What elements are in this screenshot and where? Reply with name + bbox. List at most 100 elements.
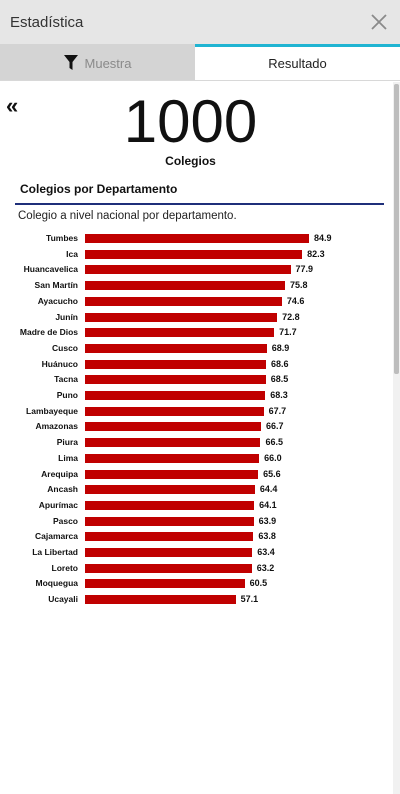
chart-value-label: 64.1: [259, 499, 277, 510]
chart-value-label: 68.5: [270, 374, 289, 385]
panel-header: Estadística: [0, 0, 400, 44]
chart-row: Puno 68.3: [0, 389, 393, 405]
chart-value-label: 71.7: [279, 327, 297, 338]
chart-value-label: 63.9: [258, 515, 277, 526]
chart-category-label: Amazonas: [35, 421, 78, 432]
chart-row: Loreto 63.2: [0, 562, 393, 578]
chart-bar: [85, 312, 278, 322]
total-count: 1000: [123, 88, 258, 155]
tab-resultado-label: Resultado: [268, 56, 327, 71]
chart-bar: [85, 453, 260, 463]
chart-row: Ayacucho 74.6: [0, 295, 393, 311]
chart-bar: [85, 281, 285, 291]
chart-category-label: Ucayali: [48, 594, 78, 605]
chart-bar: [85, 532, 254, 542]
tab-resultado[interactable]: Resultado: [195, 44, 400, 80]
chart-bar: [85, 579, 245, 589]
chart-value-label: 63.2: [256, 562, 275, 573]
total-count-label: Colegios: [165, 154, 216, 168]
tab-muestra[interactable]: Muestra: [0, 44, 195, 80]
close-icon: [371, 14, 387, 30]
result-content: « 1000 Colegios Colegios por Departament…: [0, 82, 393, 794]
chart-category-label: Tumbes: [46, 233, 78, 243]
chart-bar: [85, 548, 253, 557]
chart-category-label: Huancavelica: [23, 264, 78, 275]
chart-category-label: Junín: [55, 311, 78, 322]
chart-bar: [85, 422, 261, 432]
section-divider: [15, 203, 384, 205]
chart-bar: [85, 500, 255, 510]
chart-value-label: 65.6: [263, 468, 281, 479]
chart-category-label: Piura: [56, 437, 78, 448]
chart-row: Junín 72.8: [0, 311, 393, 327]
chart-category-label: Huánuco: [41, 358, 78, 369]
filter-icon: [63, 55, 78, 70]
chart-value-label: 60.5: [249, 578, 268, 589]
chart-value-label: 84.9: [314, 233, 332, 243]
close-button[interactable]: [368, 11, 390, 33]
tab-muestra-label: Muestra: [84, 55, 132, 71]
collapse-button[interactable]: «: [6, 95, 18, 117]
chart-value-label: 68.3: [270, 390, 288, 400]
chart-bar: [85, 296, 282, 306]
chart-value-label: 66.0: [264, 452, 282, 463]
chart-category-label: Pasco: [52, 515, 78, 526]
chart-bar: [85, 563, 252, 573]
chart-bar: [85, 234, 309, 243]
chart-bar: [85, 343, 267, 353]
chart-value-label: 74.6: [286, 295, 305, 306]
chart-bar: [85, 391, 266, 400]
chart-subtitle: Colegio a nivel nacional por departament…: [18, 210, 237, 222]
panel-title: Estadística: [10, 13, 84, 31]
scrollbar[interactable]: [393, 82, 400, 794]
chart-bar: [85, 406, 264, 416]
chart-value-label: 75.8: [289, 280, 308, 291]
chart-row: Cajamarca 63.8: [0, 530, 393, 546]
chart-category-label: La Libertad: [32, 547, 78, 557]
chart-value-label: 77.9: [295, 264, 314, 275]
chart-row: Ica 82.3: [0, 248, 393, 264]
chart-category-label: Madre de Dios: [19, 327, 78, 338]
chart-row: Huancavelica 77.9: [0, 263, 393, 279]
chart-row: Moquegua 60.5: [0, 577, 393, 593]
chart-category-label: Lambayeque: [26, 405, 78, 416]
chart-row: La Libertad 63.4: [0, 546, 393, 562]
chart-row: Amazonas 66.7: [0, 420, 393, 436]
chart-value-label: 66.5: [265, 437, 283, 448]
chart-category-label: Tacna: [54, 374, 78, 385]
chart-value-label: 57.1: [240, 594, 259, 605]
chart-row: Piura 66.5: [0, 436, 393, 452]
chart-row: Huánuco 68.6: [0, 358, 393, 374]
chart-value-label: 72.8: [282, 311, 300, 322]
chart-bar: [85, 375, 266, 385]
chart-category-label: Arequipa: [41, 468, 78, 479]
chart-value-label: 82.3: [307, 248, 325, 259]
chart-value-label: 66.7: [265, 421, 284, 432]
chart-row: Tacna 68.5: [0, 373, 393, 389]
chart-category-label: Ayacucho: [37, 295, 78, 306]
chart-row: Cusco 68.9: [0, 342, 393, 358]
chart-category-label: Puno: [56, 390, 78, 400]
chart-value-label: 64.4: [259, 484, 278, 495]
chart-category-label: Apurímac: [38, 499, 78, 510]
chart-category-label: San Martín: [34, 280, 78, 291]
scrollbar-thumb[interactable]: [394, 84, 399, 374]
department-bar-chart: Tumbes 84.9 Ica 82.3 Huancavelica 77.9 San Mar…: [0, 232, 393, 612]
chart-bar: [85, 516, 254, 526]
chart-bar: [85, 595, 236, 605]
tab-bar: Muestra Resultado: [0, 44, 400, 81]
chart-category-label: Ica: [66, 248, 78, 259]
chart-row: Madre de Dios 71.7: [0, 326, 393, 342]
chart-category-label: Ancash: [47, 484, 78, 495]
chart-row: Lambayeque 67.7: [0, 405, 393, 421]
chart-bar: [85, 265, 291, 275]
chart-row: Pasco 63.9: [0, 515, 393, 531]
chart-category-label: Cusco: [52, 342, 78, 353]
chart-row: Tumbes 84.9: [0, 232, 393, 248]
chart-bar: [85, 359, 266, 369]
chart-row: Arequipa 65.6: [0, 468, 393, 484]
chart-bar: [85, 485, 255, 495]
chart-bar: [85, 328, 275, 338]
chart-category-label: Lima: [58, 452, 78, 463]
chart-value-label: 68.6: [270, 358, 289, 369]
